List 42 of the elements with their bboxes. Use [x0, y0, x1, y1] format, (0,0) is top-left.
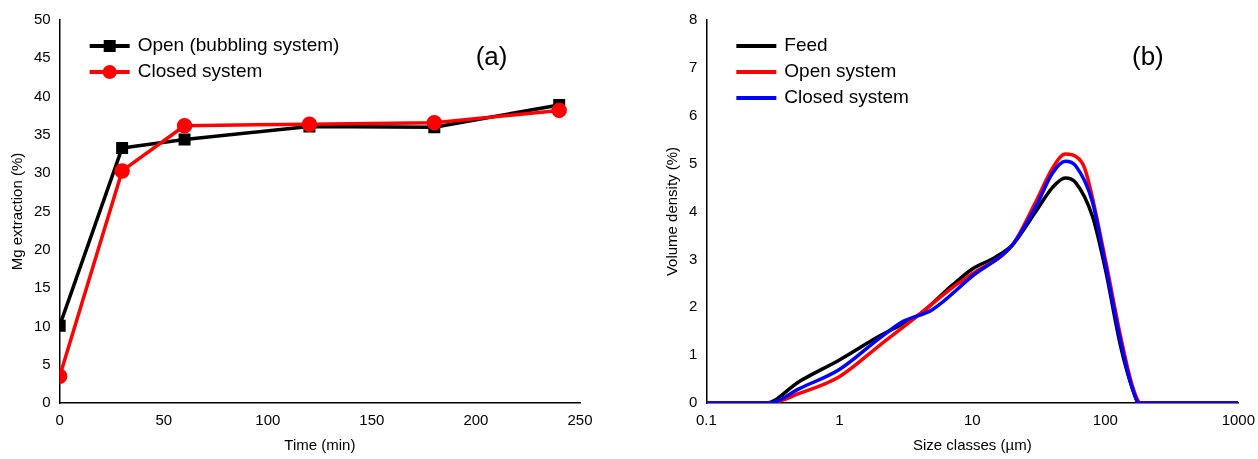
y-tick-label: 40: [34, 86, 51, 104]
legend-label: Feed: [784, 34, 828, 56]
y-tick-label: 8: [689, 10, 698, 28]
y-tick-label: 15: [34, 278, 51, 296]
x-tick-label: 1000: [1221, 411, 1255, 429]
x-tick-label: 100: [255, 411, 281, 429]
y-tick-label: 35: [34, 125, 51, 143]
legend-label: Closed system: [784, 86, 909, 108]
x-tick-label: 0.1: [695, 411, 717, 429]
y-tick-label: 25: [34, 201, 51, 219]
x-tick-label: 250: [567, 411, 593, 429]
y-tick-label: 4: [689, 201, 698, 219]
x-tick-label: 50: [155, 411, 173, 429]
y-tick-label: 7: [689, 58, 698, 76]
y-tick-label: 5: [42, 354, 51, 372]
y-tick-label: 3: [689, 249, 698, 267]
legend-label: Open (bubbling system): [137, 34, 340, 56]
x-tick-label: 200: [463, 411, 489, 429]
y-tick-label: 50: [34, 10, 51, 28]
x-axis-title: Time (min): [284, 436, 356, 454]
y-tick-label: 30: [34, 163, 51, 181]
y-tick-label: 6: [689, 105, 698, 123]
y-tick-label: 20: [34, 239, 51, 257]
legend-label: Closed system: [137, 60, 263, 82]
x-tick-label: 150: [359, 411, 385, 429]
y-tick-label: 10: [34, 316, 51, 334]
y-tick-label: 45: [34, 48, 51, 66]
y-tick-label: 1: [689, 345, 698, 363]
annotation: (b): [1131, 41, 1164, 72]
y-axis-title: Volume density (%): [663, 146, 681, 277]
y-tick-label: 2: [689, 297, 698, 315]
x-tick-label: 10: [963, 411, 981, 429]
x-tick-label: 0: [55, 411, 64, 429]
annotation: (a): [475, 41, 508, 72]
legend-label: Open system: [784, 60, 897, 82]
x-tick-label: 1: [835, 411, 844, 429]
y-tick-label: 0: [42, 393, 51, 411]
y-axis-title: Mg extraction (%): [8, 152, 26, 271]
y-tick-label: 5: [689, 153, 698, 171]
x-tick-label: 100: [1092, 411, 1118, 429]
y-tick-label: 0: [689, 393, 698, 411]
x-axis-title: Size classes (µm): [912, 436, 1032, 454]
